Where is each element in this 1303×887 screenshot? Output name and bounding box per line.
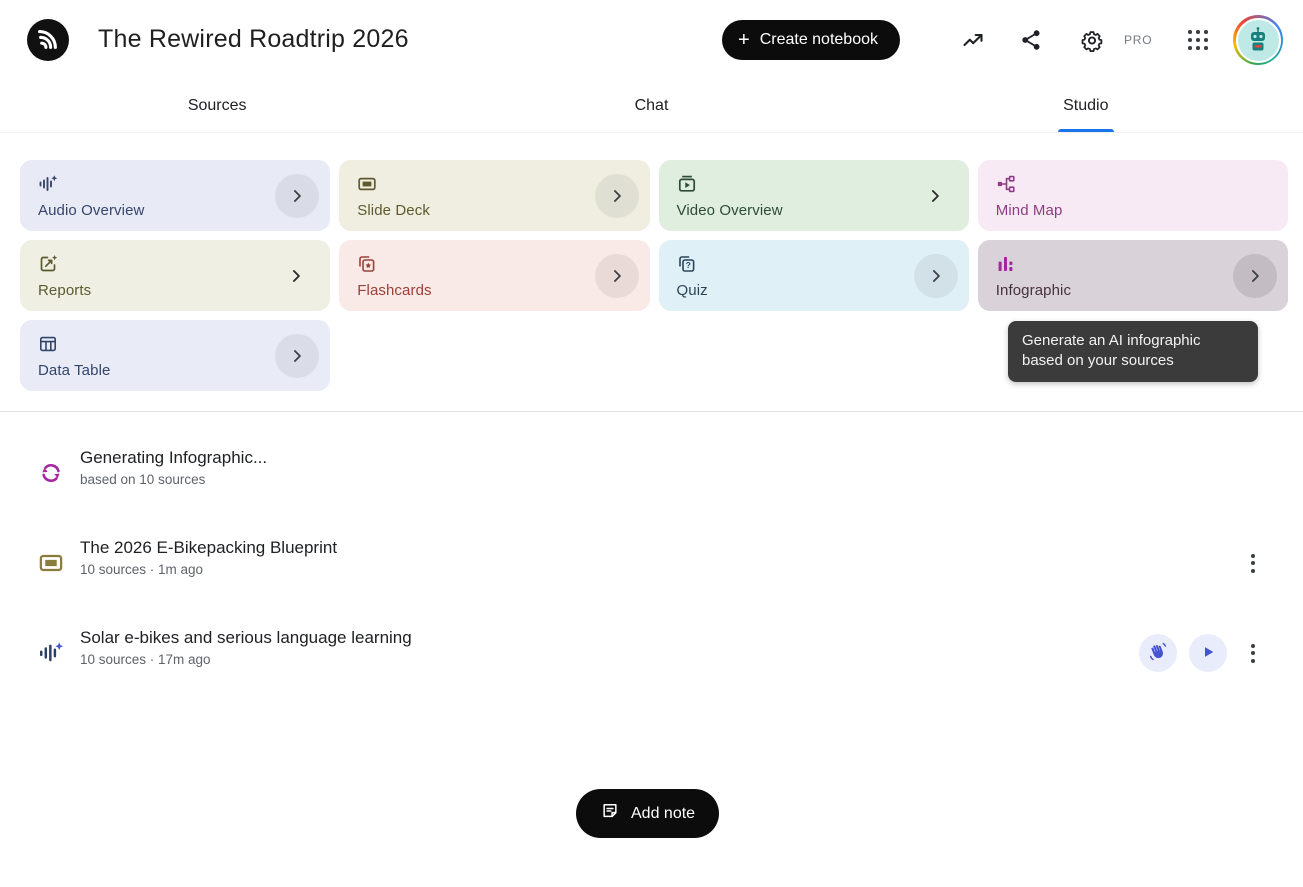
card-audio-overview[interactable]: Audio Overview — [20, 160, 331, 231]
chevron-right-icon[interactable] — [275, 333, 320, 378]
chevron-right-icon[interactable] — [1233, 253, 1277, 298]
tab-chat[interactable]: Chat — [434, 80, 868, 132]
artifact-title: Solar e-bikes and serious language learn… — [80, 628, 412, 647]
google-apps-grid-icon[interactable] — [1188, 30, 1208, 50]
notebooklm-logo-icon[interactable] — [27, 19, 69, 61]
infographic-bars-icon — [996, 254, 1016, 274]
notebook-title[interactable]: The Rewired Roadtrip 2026 — [98, 25, 409, 53]
svg-text:?: ? — [685, 260, 690, 270]
studio-cards-grid: Audio Overview Slide Deck Video Overview — [20, 160, 1288, 391]
tab-sources[interactable]: Sources — [0, 80, 434, 132]
chevron-right-icon[interactable] — [594, 253, 639, 298]
user-avatar[interactable] — [1233, 15, 1283, 65]
play-audio-button[interactable] — [1189, 634, 1227, 672]
tab-sources-label: Sources — [187, 97, 247, 114]
card-label: Mind Map — [995, 202, 1063, 219]
section-divider — [0, 411, 1303, 412]
chevron-right-icon[interactable] — [913, 253, 958, 298]
infographic-tooltip: Generate an AI infographic based on your… — [1008, 321, 1258, 382]
video-frame-icon — [677, 174, 697, 194]
active-tab-underline — [1057, 129, 1114, 132]
report-doc-icon — [38, 254, 58, 274]
card-infographic[interactable]: Infographic — [977, 240, 1288, 311]
app-header: The Rewired Roadtrip 2026 + Create noteb… — [0, 0, 1303, 80]
artifact-row-slide-deck[interactable]: The 2026 E-Bikepacking Blueprint 10 sour… — [0, 535, 1303, 591]
card-slide-deck[interactable]: Slide Deck — [339, 160, 650, 231]
analytics-trending-icon[interactable] — [961, 28, 985, 52]
audio-waveform-icon — [38, 174, 58, 194]
audio-waveform-icon — [38, 640, 64, 666]
artifact-meta: 10 sources · 17m ago — [80, 652, 211, 667]
card-label: Infographic — [995, 282, 1072, 299]
mind-map-icon — [996, 174, 1016, 194]
share-icon[interactable] — [1019, 28, 1043, 52]
notebook-tabs: Sources Chat Studio — [0, 80, 1303, 133]
note-icon — [600, 801, 620, 826]
slide-deck-icon — [38, 550, 64, 576]
flashcards-icon — [357, 254, 377, 274]
tab-chat-label: Chat — [634, 97, 669, 114]
robot-avatar-image — [1235, 17, 1281, 63]
chevron-right-icon[interactable] — [275, 173, 320, 218]
artifact-row-generating-infographic[interactable]: Generating Infographic... based on 10 so… — [0, 445, 1303, 501]
card-label: Slide Deck — [357, 202, 430, 219]
slide-deck-icon — [357, 174, 377, 194]
pro-badge: PRO — [1124, 33, 1153, 47]
create-notebook-label: Create notebook — [759, 31, 878, 48]
settings-gear-icon[interactable] — [1080, 28, 1104, 52]
more-options-kebab-icon[interactable] — [1241, 551, 1265, 575]
chevron-right-icon[interactable] — [594, 173, 639, 218]
card-label: Audio Overview — [38, 202, 145, 219]
artifact-meta: based on 10 sources — [80, 472, 206, 487]
card-quiz[interactable]: ? Quiz — [658, 240, 969, 311]
artifact-meta: 10 sources · 1m ago — [80, 562, 204, 577]
card-reports[interactable]: Reports — [20, 240, 331, 311]
card-flashcards[interactable]: Flashcards — [339, 240, 650, 311]
interactive-mode-button[interactable] — [1139, 634, 1177, 672]
chevron-right-icon[interactable] — [925, 186, 945, 206]
add-note-button[interactable]: Add note — [576, 789, 720, 838]
card-data-table[interactable]: Data Table — [20, 320, 331, 391]
card-mind-map[interactable]: Mind Map — [977, 160, 1288, 231]
more-options-kebab-icon[interactable] — [1241, 641, 1265, 665]
artifact-row-audio-overview[interactable]: Solar e-bikes and serious language learn… — [0, 625, 1303, 681]
data-table-icon — [38, 334, 58, 354]
card-label: Video Overview — [676, 202, 783, 219]
tab-studio[interactable]: Studio — [869, 80, 1303, 132]
waving-hand-icon — [1147, 641, 1169, 666]
card-label: Data Table — [38, 362, 111, 379]
tab-studio-label: Studio — [1063, 97, 1109, 114]
card-video-overview[interactable]: Video Overview — [658, 160, 969, 231]
card-label: Flashcards — [357, 282, 432, 299]
artifact-title: The 2026 E-Bikepacking Blueprint — [80, 538, 338, 557]
refresh-spinner-icon — [38, 460, 64, 486]
plus-icon: + — [738, 29, 750, 51]
card-label: Quiz — [676, 282, 708, 299]
card-label: Reports — [38, 282, 92, 299]
create-notebook-button[interactable]: + Create notebook — [722, 20, 900, 60]
artifact-title: Generating Infographic... — [80, 448, 268, 467]
play-icon — [1199, 643, 1217, 664]
chevron-right-icon[interactable] — [286, 266, 306, 286]
add-note-label: Add note — [631, 804, 696, 822]
quiz-icon: ? — [677, 254, 697, 274]
